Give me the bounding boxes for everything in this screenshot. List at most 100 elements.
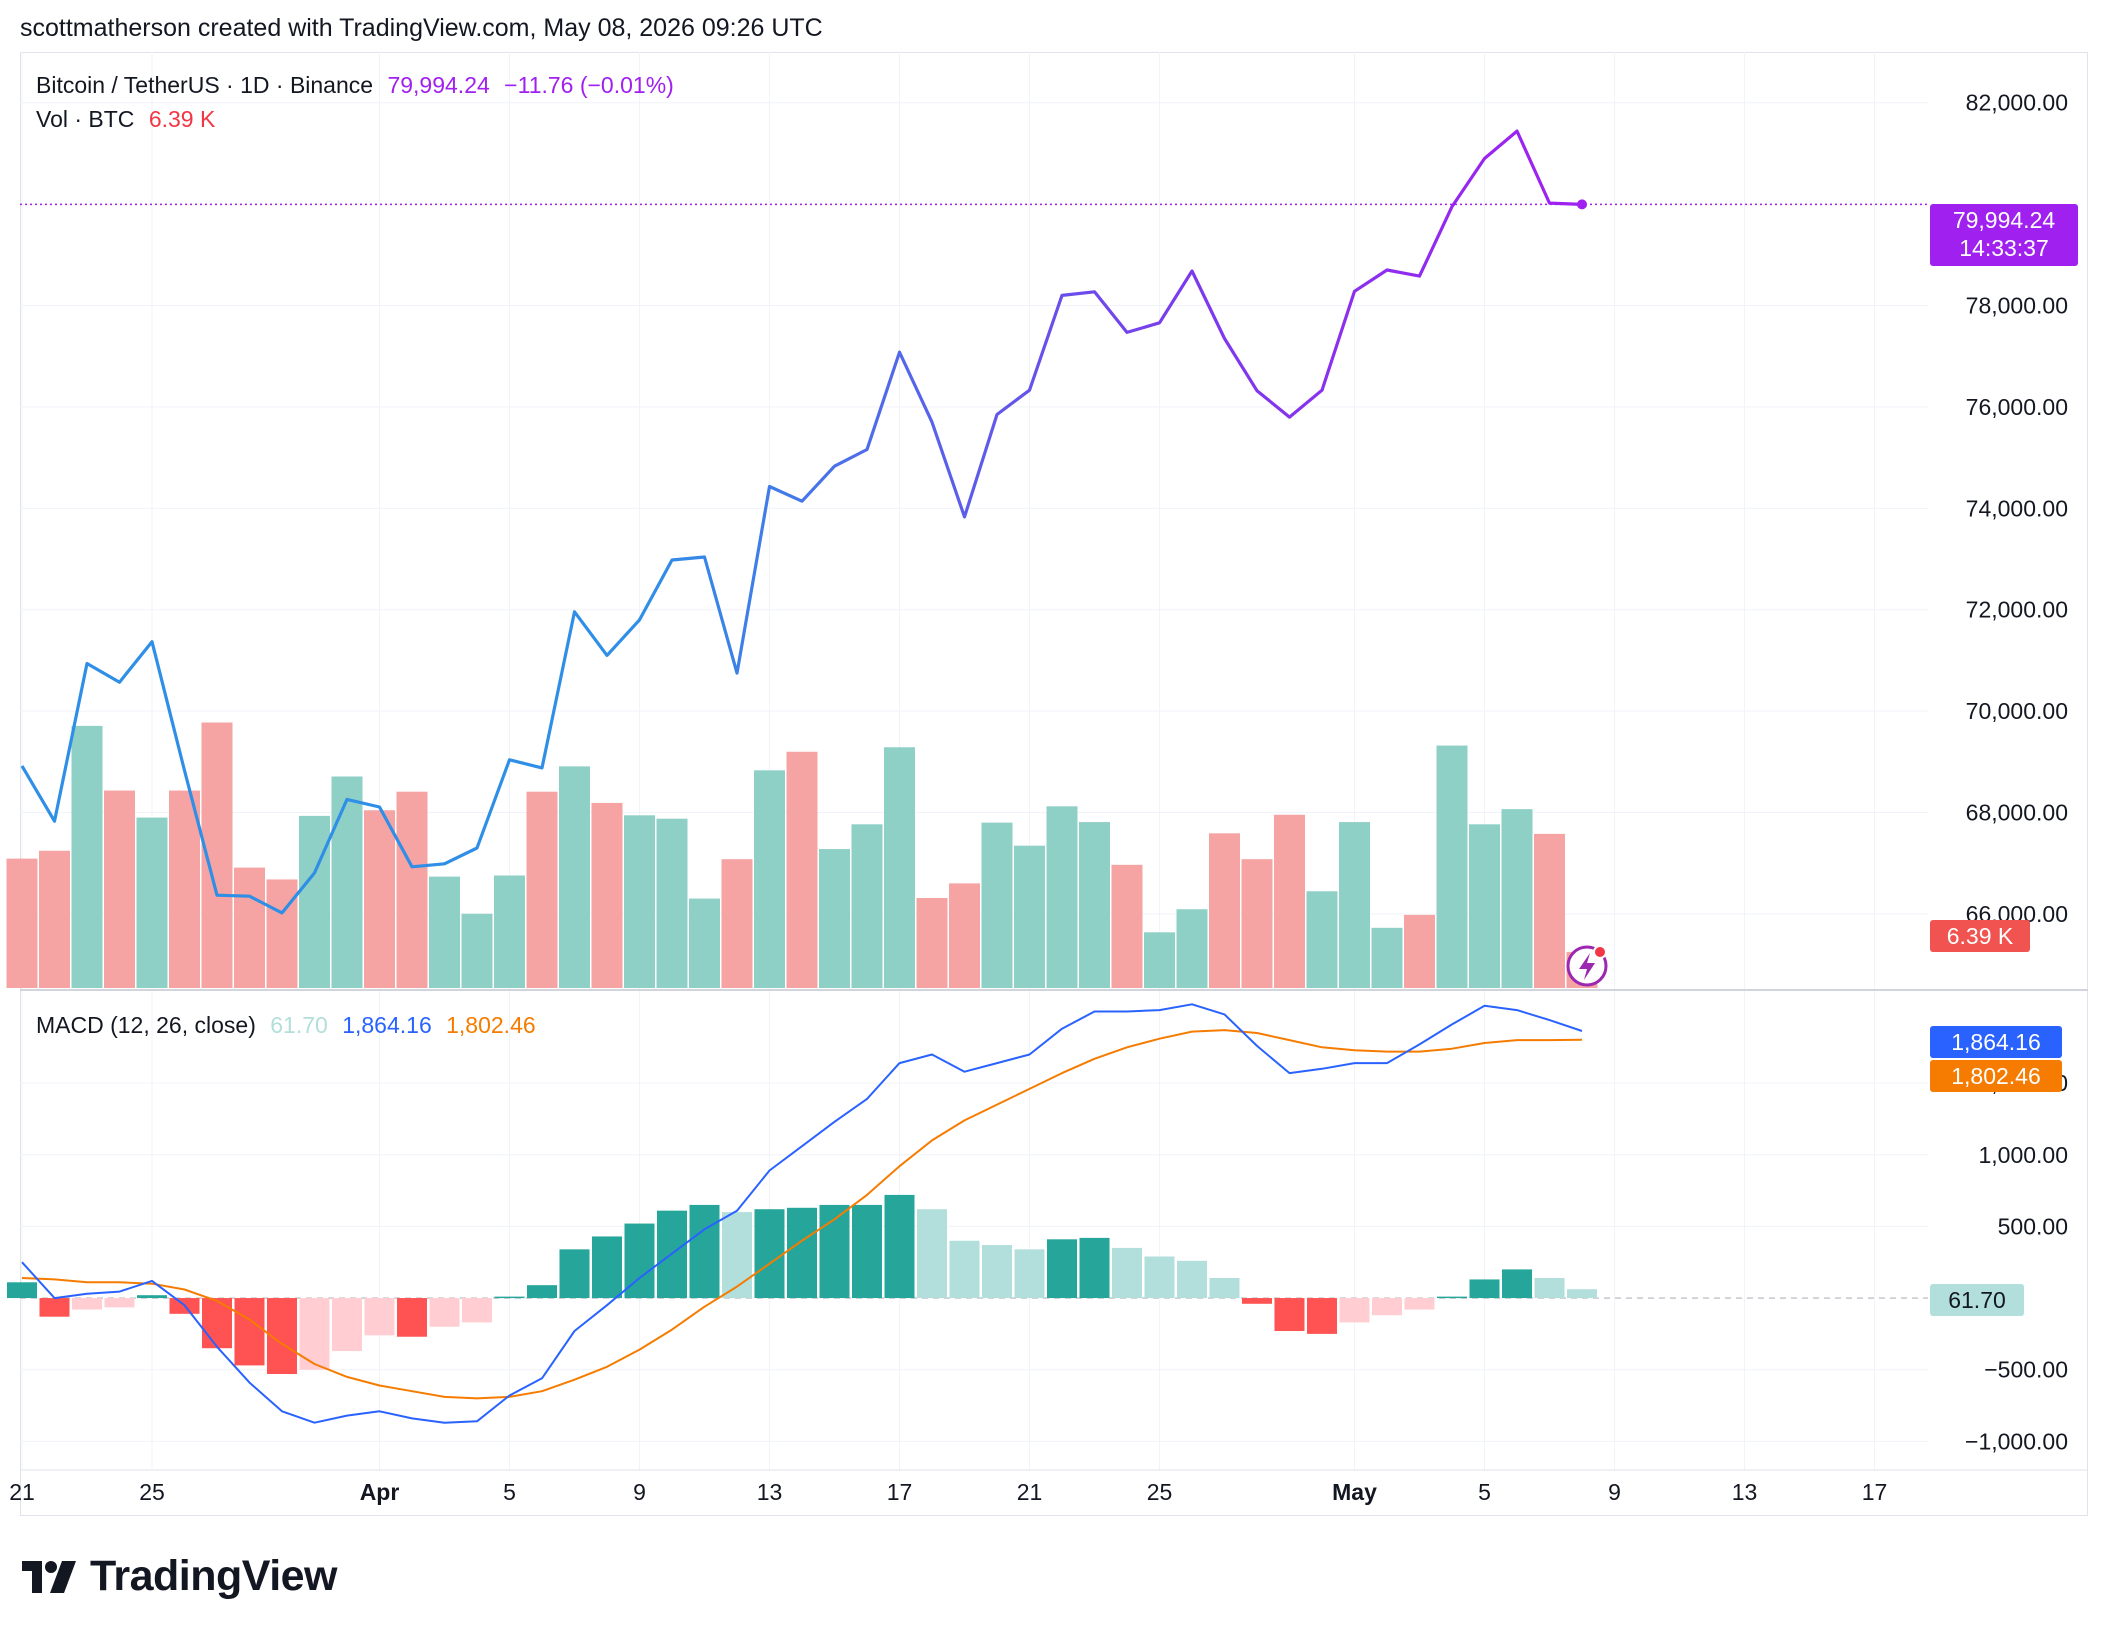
time-axis-label: 13 <box>1732 1479 1758 1505</box>
lightning-badge-icon[interactable] <box>1566 945 1608 987</box>
price-axis-label: 70,000.00 <box>1966 698 2068 724</box>
macd-axis-label: 500.00 <box>1998 1213 2068 1239</box>
macd-hist-value: 61.70 <box>270 1012 328 1038</box>
price-line <box>20 129 1583 915</box>
time-axis-label: 9 <box>633 1479 646 1505</box>
macd-histogram-bar <box>1274 1298 1305 1332</box>
macd-histogram-bar <box>364 1298 395 1336</box>
time-axis-label: 25 <box>1147 1479 1173 1505</box>
price-axis-label: 68,000.00 <box>1966 800 2068 826</box>
macd-histogram-bar <box>722 1212 752 1299</box>
macd-tag: 1,864.16 <box>1930 1026 2062 1058</box>
volume-bar <box>1371 927 1403 988</box>
volume-bar <box>429 876 460 988</box>
volume-bar <box>104 790 135 988</box>
macd-histogram-bar <box>1469 1279 1500 1299</box>
time-axis-label: May <box>1332 1479 1377 1505</box>
volume-bar <box>721 859 753 988</box>
price-axis-label: 74,000.00 <box>1966 495 2068 521</box>
macd-histogram-bar <box>559 1249 590 1299</box>
volume-bar <box>1241 859 1273 988</box>
volume-bar <box>136 817 168 988</box>
volume-bar <box>851 824 883 988</box>
volume-bar <box>299 815 330 988</box>
macd-histogram-bar <box>1209 1278 1240 1299</box>
volume-bar <box>1436 745 1468 988</box>
volume-bar <box>331 776 363 988</box>
time-axis-label: 21 <box>1017 1479 1043 1505</box>
macd-legend: MACD (12, 26, close) 61.70 1,864.16 1,80… <box>36 1012 544 1039</box>
macd-histogram-bar <box>1047 1239 1077 1299</box>
macd-histogram-bar <box>234 1298 265 1366</box>
volume-label: Vol · BTC <box>36 106 135 132</box>
volume-bar <box>559 766 590 988</box>
macd-histogram-bar <box>429 1298 460 1327</box>
macd-axis-label: 1,000.00 <box>1978 1142 2068 1168</box>
volume-bar <box>591 802 623 988</box>
tradingview-brand: TradingView <box>22 1552 338 1601</box>
macd-histogram-bar <box>754 1209 785 1299</box>
volume-bar <box>6 858 38 988</box>
price-axis-label: 76,000.00 <box>1966 394 2068 420</box>
time-axis-label: 5 <box>1478 1479 1491 1505</box>
volume-bar <box>1306 891 1338 988</box>
volume-bar <box>1176 909 1208 988</box>
volume-bar <box>1079 822 1110 988</box>
volume-bar <box>884 747 915 988</box>
macd-histogram-bar <box>1567 1289 1597 1299</box>
symbol-label: Bitcoin / TetherUS · 1D · Binance <box>36 72 374 98</box>
macd-histogram-bar <box>982 1245 1012 1299</box>
time-axis-label: 13 <box>757 1479 783 1505</box>
last-price-marker <box>1577 199 1587 210</box>
volume-bar <box>819 849 850 988</box>
macd-label: MACD (12, 26, close) <box>36 1012 256 1038</box>
chart-frame <box>20 52 2088 1516</box>
macd-histogram-bar <box>592 1236 622 1299</box>
bar-countdown: 14:33:37 <box>1959 235 2049 261</box>
macd-histogram-bar <box>1177 1260 1207 1299</box>
volume-bar <box>364 810 395 988</box>
time-axis-label: 17 <box>887 1479 913 1505</box>
volume-tag: 6.39 K <box>1930 920 2030 952</box>
time-axis-label: 5 <box>503 1479 516 1505</box>
volume-bar <box>1404 914 1435 988</box>
macd-histogram-bar <box>1372 1298 1402 1316</box>
macd-histogram-bar <box>39 1298 70 1317</box>
macd-histogram-bar <box>1437 1296 1467 1299</box>
last-price-tag: 79,994.24 14:33:37 <box>1930 204 2078 266</box>
attribution-header: scottmatherson created with TradingView.… <box>20 14 823 42</box>
volume-bar <box>461 913 493 988</box>
volume-bar <box>754 770 785 988</box>
macd-histogram-bar <box>1502 1269 1532 1299</box>
macd-histogram-bar <box>397 1298 427 1337</box>
macd-line <box>21 1003 1583 1424</box>
volume-bar <box>1209 833 1240 988</box>
volume-bar <box>526 791 558 988</box>
macd-histogram-bar <box>137 1295 167 1299</box>
macd-axis-label: −500.00 <box>1984 1357 2068 1383</box>
macd-histogram-bar <box>917 1209 947 1299</box>
macd-histogram-bar <box>527 1285 557 1299</box>
volume-value: 6.39 K <box>148 106 216 132</box>
macd-histogram-bar <box>494 1296 525 1299</box>
volume-bar <box>1111 864 1143 988</box>
volume-bar <box>689 898 720 988</box>
signal-line <box>21 1029 1583 1400</box>
time-axis-label: 17 <box>1862 1479 1888 1505</box>
price-axis-label: 82,000.00 <box>1966 90 2068 116</box>
macd-histogram-bar <box>7 1282 37 1299</box>
time-axis-label: 25 <box>139 1479 165 1505</box>
macd-histogram-bar <box>72 1298 102 1310</box>
macd-histogram-bar <box>1307 1298 1337 1334</box>
brand-name: TradingView <box>90 1552 338 1600</box>
macd-histogram-bar <box>1144 1256 1175 1299</box>
volume-bar <box>1534 833 1565 988</box>
volume-bar <box>396 791 428 988</box>
last-price-value: 79,994.24 <box>387 72 490 98</box>
time-axis-label: Apr <box>360 1479 400 1505</box>
macd-line-value: 1,864.16 <box>342 1012 432 1038</box>
macd-histogram-bar <box>1242 1298 1272 1304</box>
time-axis-label: 21 <box>9 1479 35 1505</box>
macd-histogram-bar <box>332 1298 362 1352</box>
